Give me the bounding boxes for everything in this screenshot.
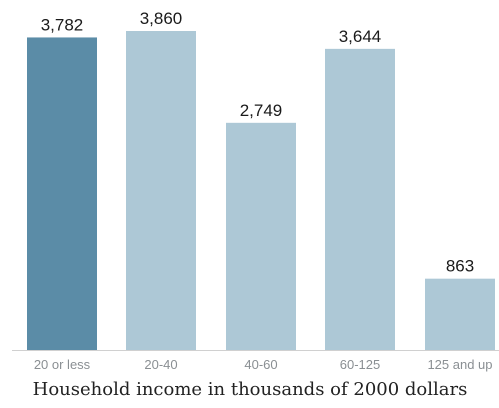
value-label-1: 3,860: [140, 9, 183, 28]
x-tick-label-2: 40-60: [244, 357, 277, 372]
x-tick-label-4: 125 and up: [427, 357, 492, 372]
value-label-4: 863: [446, 257, 474, 276]
value-label-3: 3,644: [339, 27, 382, 46]
bar-2: [226, 122, 296, 351]
x-axis-title: Household income in thousands of 2000 do…: [33, 379, 468, 400]
bar-4: [425, 278, 495, 350]
bar-0: [27, 37, 97, 351]
x-tick-label-1: 20-40: [144, 357, 177, 372]
value-label-0: 3,782: [41, 15, 84, 34]
bar-1: [126, 31, 196, 350]
x-tick-labels-group: 20 or less 20-40 40-60 60-125 125 and up: [34, 357, 493, 372]
value-labels-group: 3,782 3,860 2,749 3,644 863: [41, 9, 474, 276]
value-label-2: 2,749: [240, 101, 283, 120]
x-tick-label-3: 60-125: [340, 357, 380, 372]
bar-3: [325, 48, 395, 351]
x-tick-label-0: 20 or less: [34, 357, 91, 372]
bars-group: [27, 31, 495, 351]
